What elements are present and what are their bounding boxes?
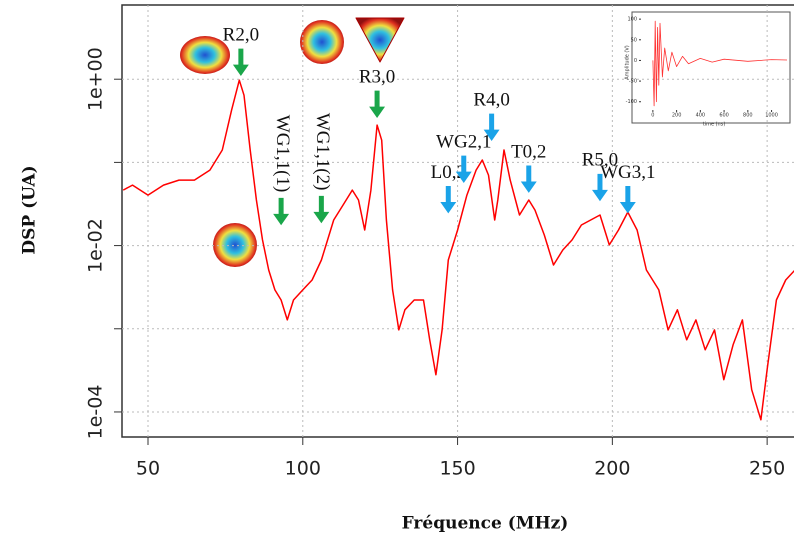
annotation-arrow bbox=[440, 185, 457, 214]
annotation-label: R4,0 bbox=[473, 90, 509, 111]
mode-image bbox=[300, 20, 344, 64]
y-tick-label: -100 bbox=[626, 99, 637, 105]
y-axis-title: DSP (UA) bbox=[20, 165, 40, 254]
x-tick-label: 0 bbox=[651, 113, 654, 119]
annotation-arrow bbox=[369, 90, 386, 119]
mode-image bbox=[180, 36, 230, 74]
y-tick-label: 50 bbox=[631, 37, 637, 43]
annotation-label: WG1,1(1) bbox=[272, 115, 293, 193]
y-tick-label: -50 bbox=[629, 79, 637, 85]
plot-frame bbox=[121, 4, 794, 438]
x-tick-label: 150 bbox=[439, 458, 475, 480]
annotation-arrow bbox=[273, 197, 290, 226]
annotation-label: R2,0 bbox=[223, 24, 259, 45]
data-line bbox=[652, 20, 788, 107]
annotation-label: WG1,1(2) bbox=[312, 113, 333, 191]
annotation-arrow bbox=[592, 173, 608, 202]
annotation-arrow bbox=[619, 185, 636, 214]
x-tick-label: 1000 bbox=[765, 113, 778, 119]
x-tick-label: 200 bbox=[594, 458, 630, 480]
x-tick-label: 100 bbox=[285, 458, 321, 480]
annotation-label: L0,2 bbox=[431, 162, 466, 183]
annotation-arrow bbox=[313, 195, 330, 224]
x-axis-title: Fréquence (MHz) bbox=[402, 514, 569, 534]
x-tick-label: 600 bbox=[719, 113, 729, 119]
y-tick-label: 0 bbox=[634, 58, 637, 64]
annotation-arrow bbox=[232, 48, 249, 76]
x-tick-label: 800 bbox=[743, 113, 753, 119]
annotation-arrow bbox=[455, 155, 472, 183]
annotation-label: WG3,1 bbox=[600, 162, 655, 183]
mode-image bbox=[355, 17, 405, 63]
y-tick-label: 1e+00 bbox=[85, 47, 107, 111]
x-tick-label: 400 bbox=[696, 113, 706, 119]
annotation-label: R5,0 bbox=[582, 150, 618, 171]
mode-image bbox=[213, 223, 257, 267]
inset-x-title: time (ns) bbox=[703, 122, 726, 128]
annotation-arrow bbox=[483, 113, 500, 142]
x-tick-label: 50 bbox=[136, 458, 160, 480]
y-tick-label: 1e-02 bbox=[85, 218, 107, 273]
y-tick-label: 100 bbox=[627, 17, 637, 23]
annotation-label: R3,0 bbox=[359, 66, 395, 87]
x-tick-label: 250 bbox=[749, 458, 785, 480]
x-tick-label: 200 bbox=[672, 113, 682, 119]
inset-y-title: Amplitude (V) bbox=[625, 45, 631, 80]
annotation-label: WG2,1 bbox=[436, 131, 491, 152]
annotation-arrow bbox=[520, 165, 537, 193]
mode-images bbox=[180, 17, 405, 267]
y-tick-label: 1e-04 bbox=[85, 385, 107, 440]
data-line bbox=[122, 79, 794, 421]
annotation-label: T0,2 bbox=[511, 141, 546, 162]
